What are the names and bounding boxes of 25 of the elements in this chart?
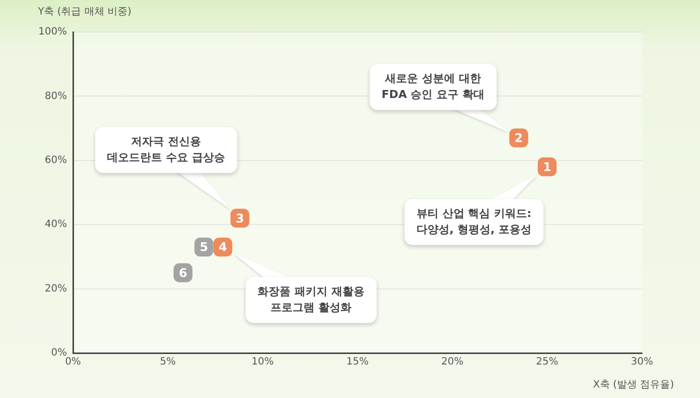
series-label: 5 xyxy=(200,240,208,254)
x-tick-label: 15% xyxy=(346,356,369,368)
series-label: 1 xyxy=(542,160,552,174)
series-label: 2 xyxy=(514,131,523,146)
series-label: 6 xyxy=(178,266,188,280)
speech-bubble: 저자극 전신용 데오드란트 수요 급상승 xyxy=(95,127,237,173)
x-tick-label: 10% xyxy=(252,356,274,368)
y-tick-label: 80% xyxy=(44,90,67,102)
x-tick-label: 5% xyxy=(160,356,176,368)
x-axis-title: X축 (발생 점유율) xyxy=(592,380,674,391)
series-label: 4 xyxy=(218,240,228,254)
speech-bubble: 새로운 성분에 대한 FDA 승인 요구 확대 xyxy=(370,64,496,110)
x-tick-label: 0% xyxy=(65,356,81,368)
y-tick-label: 100% xyxy=(38,26,67,38)
speech-bubble: 뷰티 산업 핵심 키워드: 다양성, 형평성, 포용성 xyxy=(404,199,544,245)
x-tick-label: 30% xyxy=(630,356,654,368)
y-tick-label: 0% xyxy=(51,348,67,359)
x-tick-label: 20% xyxy=(441,356,464,368)
y-tick-label: 40% xyxy=(44,219,67,230)
speech-bubble: 화장품 패키지 재활용 프로그램 활성화 xyxy=(246,277,376,323)
y-tick-label: 20% xyxy=(44,283,67,294)
y-tick-label: 60% xyxy=(44,154,67,166)
series-label: 3 xyxy=(236,211,244,226)
y-axis-title: Y축 (취급 매체 비중) xyxy=(37,6,132,18)
x-tick-label: 25% xyxy=(536,356,558,368)
